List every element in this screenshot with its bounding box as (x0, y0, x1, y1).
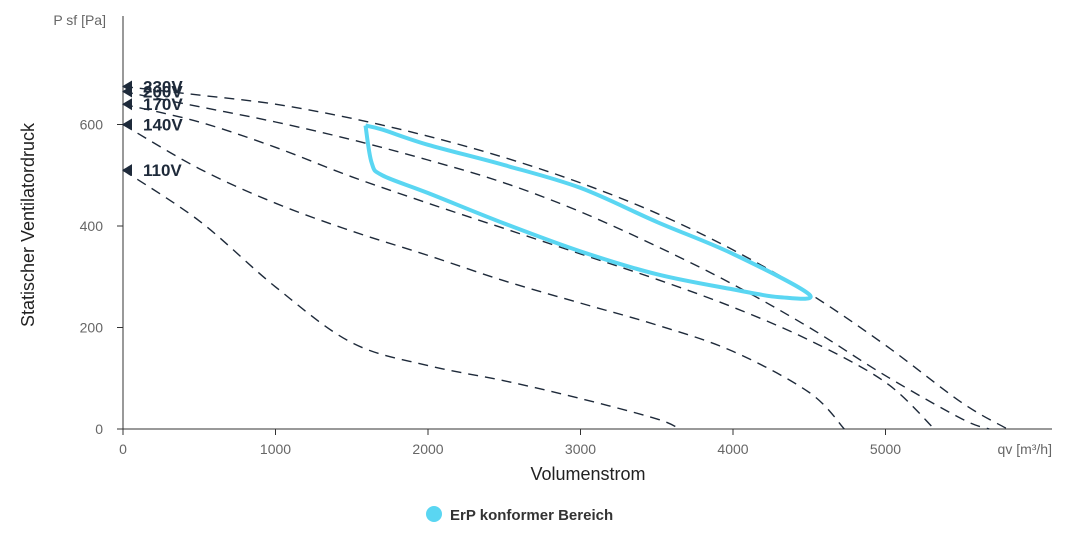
voltage-marker (122, 164, 132, 177)
voltage-label: 230V (143, 77, 183, 96)
y-unit-label: P sf [Pa] (53, 12, 106, 28)
fan-curve-230V (122, 85, 1008, 430)
x-tick-label: 4000 (717, 441, 748, 457)
y-tick-label: 0 (95, 421, 103, 437)
x-unit-label: qv [m³/h] (998, 441, 1052, 457)
x-tick-label: 3000 (565, 441, 596, 457)
legend[interactable]: ErP konformer Bereich (426, 506, 613, 524)
x-tick-label: 1000 (260, 441, 291, 457)
y-axis-title: Statischer Ventilatordruck (18, 122, 38, 327)
legend-label: ErP konformer Bereich (450, 507, 613, 524)
erp-region-outline (363, 123, 813, 301)
y-tick-label: 200 (80, 320, 104, 336)
voltage-marker (122, 98, 132, 111)
legend-marker (426, 506, 442, 522)
x-tick-label: 5000 (870, 441, 901, 457)
fan-curve-110V (122, 169, 680, 430)
y-tick-labels: 0 200 400 600 (80, 117, 123, 437)
y-tick-label: 600 (80, 117, 104, 133)
voltage-label: 170V (143, 95, 183, 114)
x-axis-title: Volumenstrom (530, 464, 645, 484)
voltage-label: 140V (143, 116, 183, 135)
fan-curve-200V (122, 90, 990, 430)
x-tick-labels: 0 1000 2000 3000 4000 5000 (119, 429, 901, 457)
voltage-label: 200V (143, 83, 183, 102)
y-tick-label: 400 (80, 218, 104, 234)
fan-curve-170V (122, 103, 935, 430)
voltage-marker (122, 118, 132, 131)
voltage-marker (122, 85, 132, 98)
voltage-label: 110V (143, 161, 182, 180)
erp-region-layer (363, 123, 813, 301)
x-tick-label: 2000 (412, 441, 443, 457)
fan-curves (122, 85, 1008, 430)
x-tick-label: 0 (119, 441, 127, 457)
fan-curve-140V (122, 123, 845, 430)
